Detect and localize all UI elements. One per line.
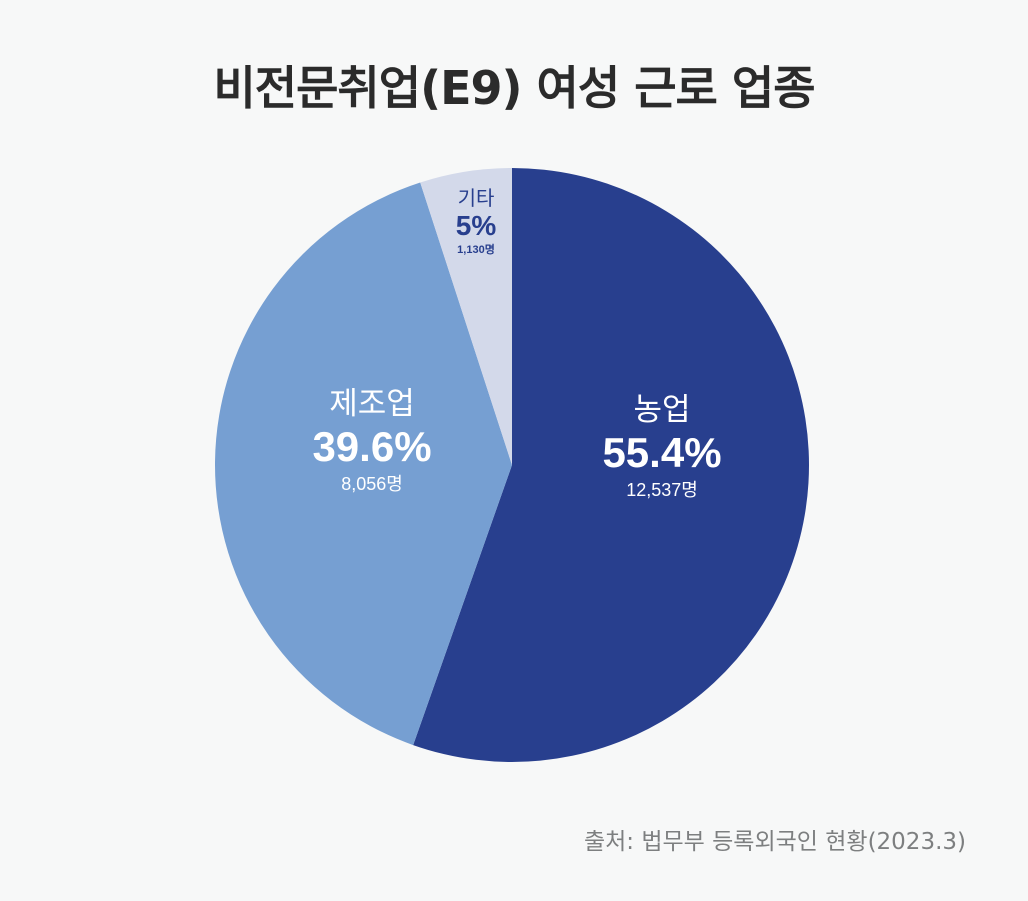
pie-slice-2 xyxy=(420,168,512,465)
slice-label-manufacturing: 제조업 39.6% 8,056명 xyxy=(312,386,431,496)
slice-percent: 39.6% xyxy=(312,423,432,470)
slice-percent: 5% xyxy=(455,210,497,241)
slice-count: 12,537명 xyxy=(626,480,698,500)
slice-count: 8,056명 xyxy=(341,474,403,494)
chart-title: 비전문취업(E9) 여성 근로 업종 xyxy=(213,61,815,115)
slice-name: 농업 xyxy=(633,392,691,428)
slice-name: 기타 xyxy=(457,186,495,210)
pie-slice-0 xyxy=(413,168,810,762)
slice-label-other: 기타 5% 1,130명 xyxy=(456,186,496,258)
slice-percent: 55.4% xyxy=(602,429,722,476)
pie-slice-1 xyxy=(215,182,512,746)
slice-name: 제조업 xyxy=(329,386,415,422)
slice-count: 1,130명 xyxy=(457,244,495,256)
slice-label-agriculture: 농업 55.4% 12,537명 xyxy=(602,392,721,502)
source-note: 출처: 법무부 등록외국인 현황(2023.3) xyxy=(583,829,966,855)
